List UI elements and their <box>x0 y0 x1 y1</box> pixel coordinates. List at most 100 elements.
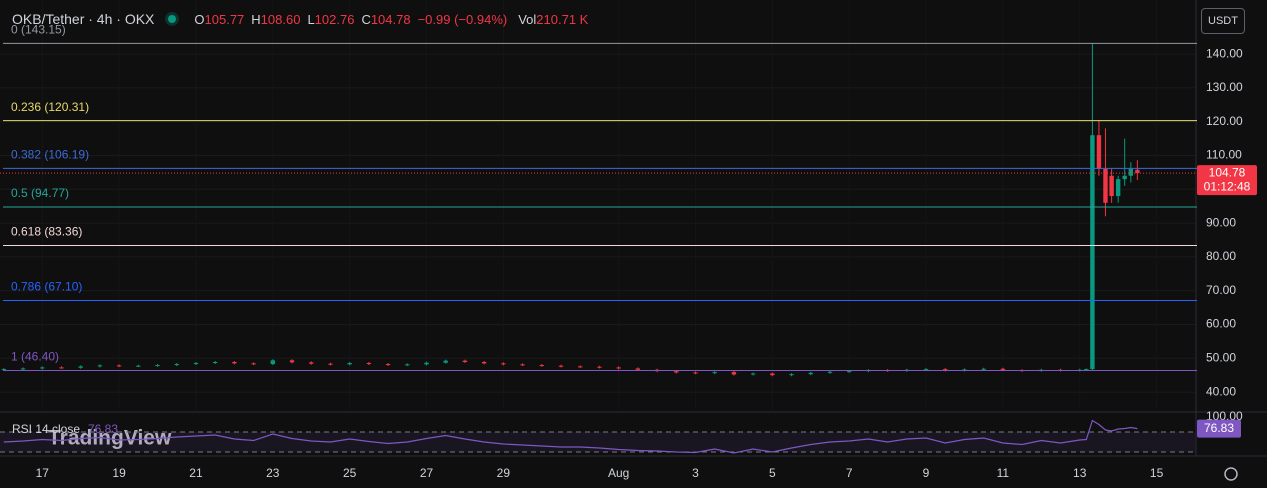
x-tick-label: Aug <box>608 466 629 480</box>
countdown: 01:12:48 <box>1204 179 1251 193</box>
candle-body <box>789 374 794 376</box>
y-tick-label: 50.00 <box>1206 350 1236 364</box>
candle-body <box>501 363 506 365</box>
candle-body <box>962 369 967 371</box>
x-tick-label: 5 <box>769 466 776 480</box>
symbol: OKB/Tether · 4h · OKX <box>12 11 155 27</box>
field-label: O <box>194 11 205 27</box>
candle-body <box>59 367 64 369</box>
candle-body <box>674 371 679 373</box>
candle-body <box>558 365 564 367</box>
rsi-pane <box>0 419 1195 454</box>
x-tick-label: 29 <box>497 466 511 480</box>
candle-body <box>770 373 775 376</box>
candle-body <box>328 363 333 365</box>
market-status <box>168 15 177 23</box>
candle-body <box>731 372 737 375</box>
candle-body <box>981 368 986 370</box>
x-tick-label: 9 <box>923 466 930 480</box>
x-tick-label: 7 <box>846 466 853 480</box>
rsi-band <box>0 432 1195 452</box>
candle-body <box>155 365 160 367</box>
currency-button[interactable]: USDT <box>1201 8 1245 34</box>
fib-label: 0.786 (67.10) <box>11 280 82 294</box>
x-tick-label: 3 <box>692 466 699 480</box>
candle-body <box>309 362 314 364</box>
candle-body <box>712 372 717 374</box>
fib-label: 0.236 (120.31) <box>11 100 89 114</box>
candle-body <box>578 366 583 368</box>
last-price-box <box>1197 165 1257 196</box>
x-tick-label: 17 <box>36 466 50 480</box>
candle-body <box>1109 175 1114 197</box>
candle-body <box>481 362 487 364</box>
ohlc: O 105.77 H 108.60 L 102.76 C 104.78 <box>194 12 417 27</box>
candle-body <box>1103 169 1108 203</box>
candle-body <box>97 365 103 367</box>
fib-label: 0.382 (106.19) <box>11 148 89 162</box>
price-pane <box>0 43 1195 393</box>
x-tick-label: 19 <box>112 466 126 480</box>
field-label: L <box>307 11 315 27</box>
rsi-line <box>3 419 1138 454</box>
candle-body <box>520 364 525 366</box>
x-tick-label: 25 <box>343 466 357 480</box>
candle-body <box>116 365 122 367</box>
rsi-legend-value: 76.83 <box>88 422 118 436</box>
candle-body <box>846 371 852 373</box>
legend-header: OKB/Tether · 4h · OKX O 105.77 H 108.60 L 102… <box>12 11 588 27</box>
candle-body <box>616 367 621 369</box>
candle-body <box>40 367 45 369</box>
candle-body <box>1135 169 1140 174</box>
candle-body <box>78 366 83 368</box>
y-tick-label: 120.00 <box>1206 114 1243 128</box>
volume: 210.71 K <box>536 11 589 27</box>
y-tick-label: 70.00 <box>1206 283 1236 297</box>
candle-body <box>923 369 929 371</box>
x-tick-label: 11 <box>997 466 1010 480</box>
rsi-legend: RSI 14 close <box>12 422 80 436</box>
candle-body <box>289 360 295 363</box>
candle-body <box>1122 175 1127 180</box>
field-value: 102.76 <box>314 11 355 27</box>
y-tick-label: 110.00 <box>1206 148 1242 162</box>
y-tick-label: 90.00 <box>1206 215 1236 229</box>
candle-body <box>1128 169 1134 176</box>
candle-body <box>193 363 199 365</box>
candle-body <box>827 371 833 373</box>
candle-body <box>750 373 756 375</box>
candle-body <box>424 362 429 365</box>
candle-body <box>1084 369 1089 371</box>
rsi-value-label: 76.83 <box>1204 421 1234 435</box>
y-tick-label: 60.00 <box>1206 317 1236 331</box>
candle-body <box>597 366 602 368</box>
candle-body <box>270 360 276 365</box>
field-label: H <box>251 11 261 27</box>
candle-body <box>462 360 468 363</box>
field-value: 104.78 <box>370 11 411 27</box>
candle-body <box>1090 135 1095 370</box>
x-tick-label: 13 <box>1073 466 1087 480</box>
candle-body <box>1000 368 1006 371</box>
candle-body <box>1096 135 1102 170</box>
fib-label: 0.5 (94.77) <box>11 186 69 200</box>
fib-label: 1 (46.40) <box>11 350 59 364</box>
candle-body <box>174 364 179 366</box>
watermark: TradingView <box>48 427 172 450</box>
candle-body <box>635 368 641 370</box>
candle-body <box>808 372 813 375</box>
rsi-value-box <box>1197 419 1241 438</box>
field-value: 108.60 <box>260 11 301 27</box>
candle-body <box>693 372 698 374</box>
settings-icon[interactable] <box>1224 467 1238 481</box>
field-value: 105.77 <box>204 11 245 27</box>
y-tick-label: 40.00 <box>1206 384 1236 398</box>
candle-body <box>539 365 544 367</box>
candle-body <box>212 362 218 364</box>
candle-body <box>347 363 352 365</box>
y-tick-label: 80.00 <box>1206 249 1236 263</box>
x-tick-label: 21 <box>189 466 203 480</box>
candle-body <box>251 363 256 365</box>
